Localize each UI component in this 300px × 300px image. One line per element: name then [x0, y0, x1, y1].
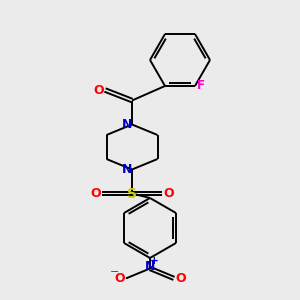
Text: O: O	[90, 187, 101, 200]
Text: N: N	[122, 163, 132, 176]
Text: F: F	[196, 80, 204, 92]
Text: O: O	[93, 83, 104, 97]
Text: N: N	[145, 260, 155, 274]
Text: N: N	[122, 118, 132, 131]
Text: O: O	[163, 187, 174, 200]
Text: −: −	[110, 267, 120, 277]
Text: O: O	[114, 272, 125, 285]
Text: O: O	[175, 272, 186, 285]
Text: S: S	[127, 187, 137, 200]
Text: +: +	[149, 256, 158, 266]
